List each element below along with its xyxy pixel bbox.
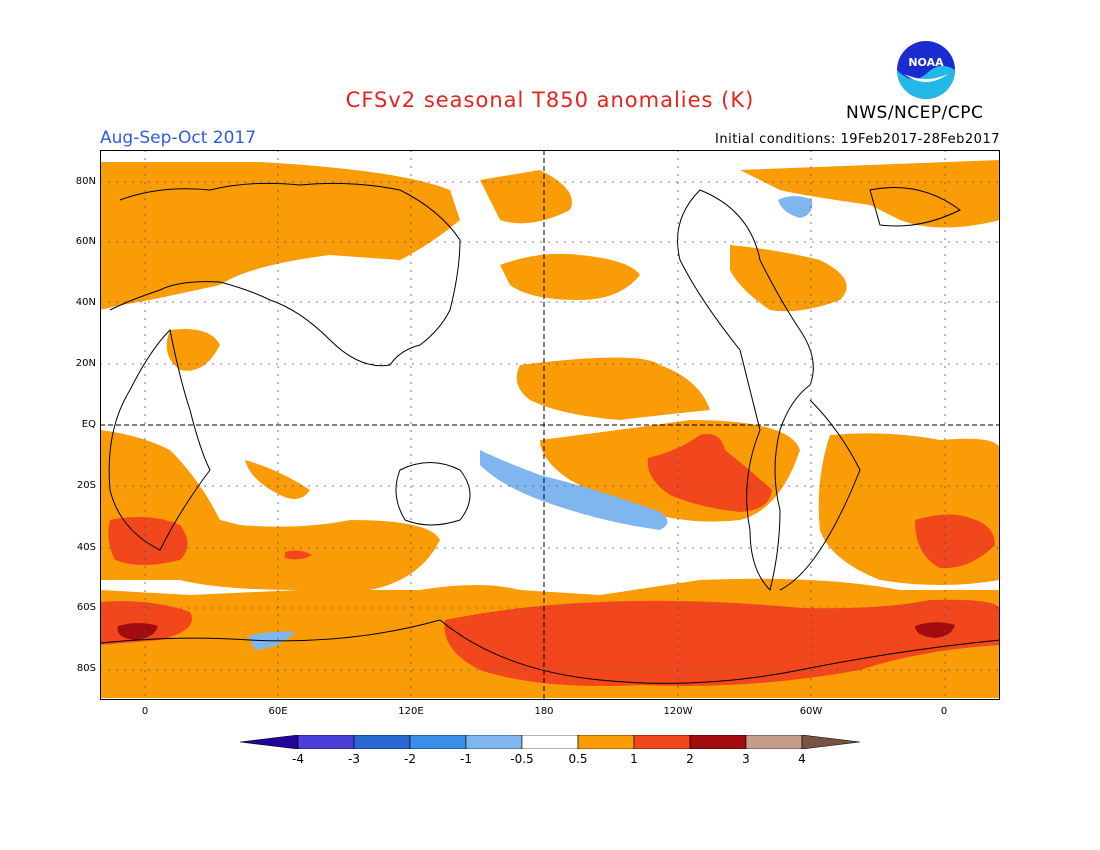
colorbar: [240, 735, 861, 749]
coastlines: [100, 182, 1000, 684]
agency-label: NWS/NCEP/CPC: [846, 103, 984, 123]
colorbar-label: 2: [686, 752, 694, 766]
colorbar-swatch: [801, 735, 861, 749]
lon-label: 60W: [799, 706, 823, 717]
svg-text:NOAA: NOAA: [908, 56, 944, 69]
lat-label: 60S: [76, 602, 96, 613]
lon-label: 60E: [268, 706, 288, 717]
colorbar-label: 1: [630, 752, 638, 766]
lat-label: 80S: [76, 663, 96, 674]
colorbar-label: 0.5: [568, 752, 588, 766]
noaa-logo: NOAA: [897, 41, 955, 99]
lat-label: EQ: [81, 419, 96, 430]
anomaly-above-2: [117, 622, 955, 640]
lat-label: 20S: [76, 480, 96, 491]
lat-label: 60N: [75, 236, 96, 247]
colorbar-label: 4: [798, 752, 806, 766]
colorbar-label: -3: [348, 752, 360, 766]
lon-label: 120E: [398, 706, 424, 717]
lon-label: 180: [534, 706, 554, 717]
lon-label: 120W: [663, 706, 693, 717]
initial-conditions-label: Initial conditions: 19Feb2017-28Feb2017: [715, 132, 1000, 147]
lat-label: 40N: [75, 297, 96, 308]
lat-label: 80N: [75, 176, 96, 187]
colorbar-swatch: [240, 735, 299, 749]
colorbar-swatch: [521, 735, 579, 749]
colorbar-swatch: [745, 735, 803, 749]
colorbar-swatch: [297, 735, 355, 749]
lon-label: 0: [141, 706, 149, 717]
gridlines: [100, 150, 1000, 700]
season-label: Aug-Sep-Oct 2017: [100, 128, 257, 148]
colorbar-swatch: [353, 735, 411, 749]
colorbar-label: 3: [742, 752, 750, 766]
colorbar-label: -1: [460, 752, 472, 766]
lat-label: 20N: [75, 358, 96, 369]
colorbar-swatch: [689, 735, 747, 749]
colorbar-label: -0.5: [510, 752, 534, 766]
colorbar-label: -2: [404, 752, 416, 766]
colorbar-swatch: [409, 735, 467, 749]
colorbar-swatch: [633, 735, 691, 749]
lat-label: 40S: [76, 542, 96, 553]
colorbar-label: -4: [292, 752, 304, 766]
lon-label: 0: [940, 706, 948, 717]
map-title: CFSv2 seasonal T850 anomalies (K): [345, 88, 755, 112]
anomaly-map: [100, 150, 1000, 700]
colorbar-swatch: [577, 735, 635, 749]
colorbar-swatch: [465, 735, 523, 749]
